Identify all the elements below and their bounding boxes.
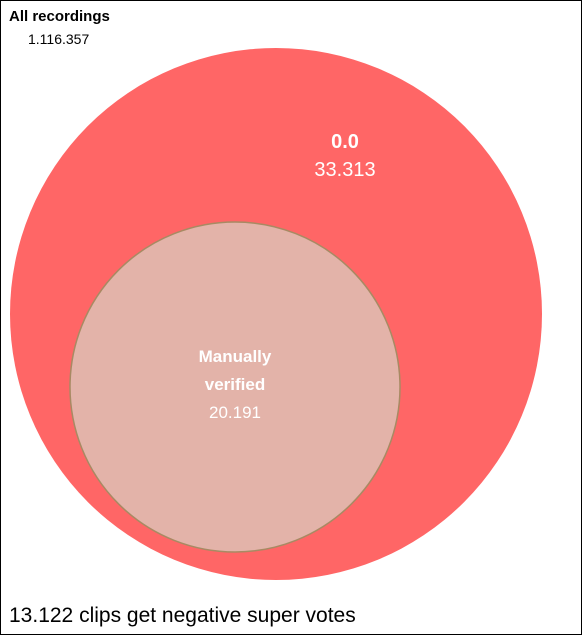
inner-set-label-line2: verified — [205, 375, 265, 394]
inner-set-label-line1: Manually — [199, 347, 272, 366]
inner-set-circle — [69, 221, 401, 553]
all-recordings-label: All recordings — [9, 8, 110, 25]
outer-set-count: 33.313 — [314, 159, 375, 181]
all-recordings-count: 1.116.357 — [28, 31, 90, 47]
all-recordings-block: All recordings 1.116.357 — [9, 8, 110, 47]
inner-set-count: 20.191 — [209, 403, 261, 422]
outer-set-label: 0.0 — [331, 131, 359, 153]
footer-note: 13.122 clips get negative super votes — [9, 604, 356, 627]
